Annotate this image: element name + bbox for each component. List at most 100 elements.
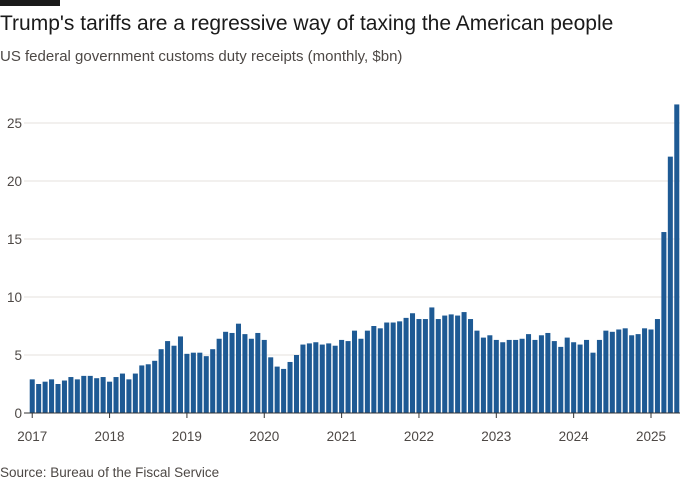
bar [558,346,564,413]
bar [235,323,241,413]
bar [642,328,648,413]
bar [371,326,377,413]
bar [448,314,454,413]
bar [306,343,312,413]
bar [493,339,499,413]
bar [429,307,435,413]
bar [500,342,506,413]
bar [152,360,158,413]
bar [506,339,512,413]
x-tick-label: 2025 [636,429,666,444]
bar [184,353,190,413]
bar [61,380,67,413]
bar [474,330,480,413]
y-tick-label: 5 [14,348,22,363]
chart-subtitle: US federal government customs duty recei… [0,48,403,65]
bar [339,339,345,413]
bar [293,355,300,413]
bar [377,328,383,413]
bar [68,377,74,413]
source-note: Source: Bureau of the Fiscal Service [0,465,220,480]
bar [74,379,80,413]
bar [422,319,428,413]
bar [358,338,364,413]
bar [326,343,332,413]
bar [229,332,235,413]
x-tick-label: 2020 [249,429,279,444]
bar [461,312,467,413]
bar [281,368,287,413]
bar [487,335,493,413]
y-tick-label: 10 [7,290,22,305]
bar [571,342,577,413]
bar [287,361,293,413]
bar [667,156,673,413]
x-tick-label: 2022 [404,429,434,444]
bar [132,373,138,413]
bar [590,352,596,413]
x-tick-label: 2023 [481,429,511,444]
bar [165,341,171,413]
x-tick-label: 2018 [95,429,125,444]
bar [248,338,254,413]
bar [268,357,274,413]
bar [42,381,48,413]
bar [126,379,132,413]
bar [255,332,261,413]
bar [216,338,222,413]
bar [313,342,319,413]
gridlines [24,122,680,356]
bar [384,322,390,413]
bar [242,334,248,413]
bar [435,319,441,413]
bar [177,336,183,413]
y-tick-label: 15 [7,232,22,247]
bar [403,317,409,413]
bar [564,337,570,413]
y-tick-label: 0 [14,406,22,421]
x-tick-label: 2021 [327,429,357,444]
bar [513,339,519,413]
y-tick-label: 20 [7,174,22,189]
bar [674,104,680,413]
bar [49,379,55,413]
x-tick-label: 2024 [559,429,590,444]
bar [81,375,87,413]
bar [364,330,370,413]
bar [397,321,403,413]
bar [410,313,416,413]
bar [300,344,306,413]
bar [596,339,602,413]
bar [87,375,93,413]
bar [519,338,525,413]
bar [351,330,358,413]
bar [526,334,532,413]
bar [455,315,461,413]
bar [197,352,203,413]
bar [100,377,106,413]
x-tick-label: 2019 [172,429,202,444]
bar [113,377,119,413]
bar [468,319,474,413]
bar [648,329,654,413]
bar [577,344,583,413]
y-tick-label: 25 [7,116,22,131]
x-tick-label: 2017 [17,429,47,444]
bar [551,341,557,413]
bar [416,319,422,413]
bar [107,381,113,413]
bars [29,104,680,413]
bar [629,335,635,413]
bar [190,352,196,413]
bar [545,332,551,413]
bar [332,345,338,413]
bar [584,339,590,413]
bar [29,379,35,413]
bar [203,356,209,413]
bar [603,330,609,413]
bar [94,378,100,413]
bar [55,384,61,413]
bar [261,339,267,413]
